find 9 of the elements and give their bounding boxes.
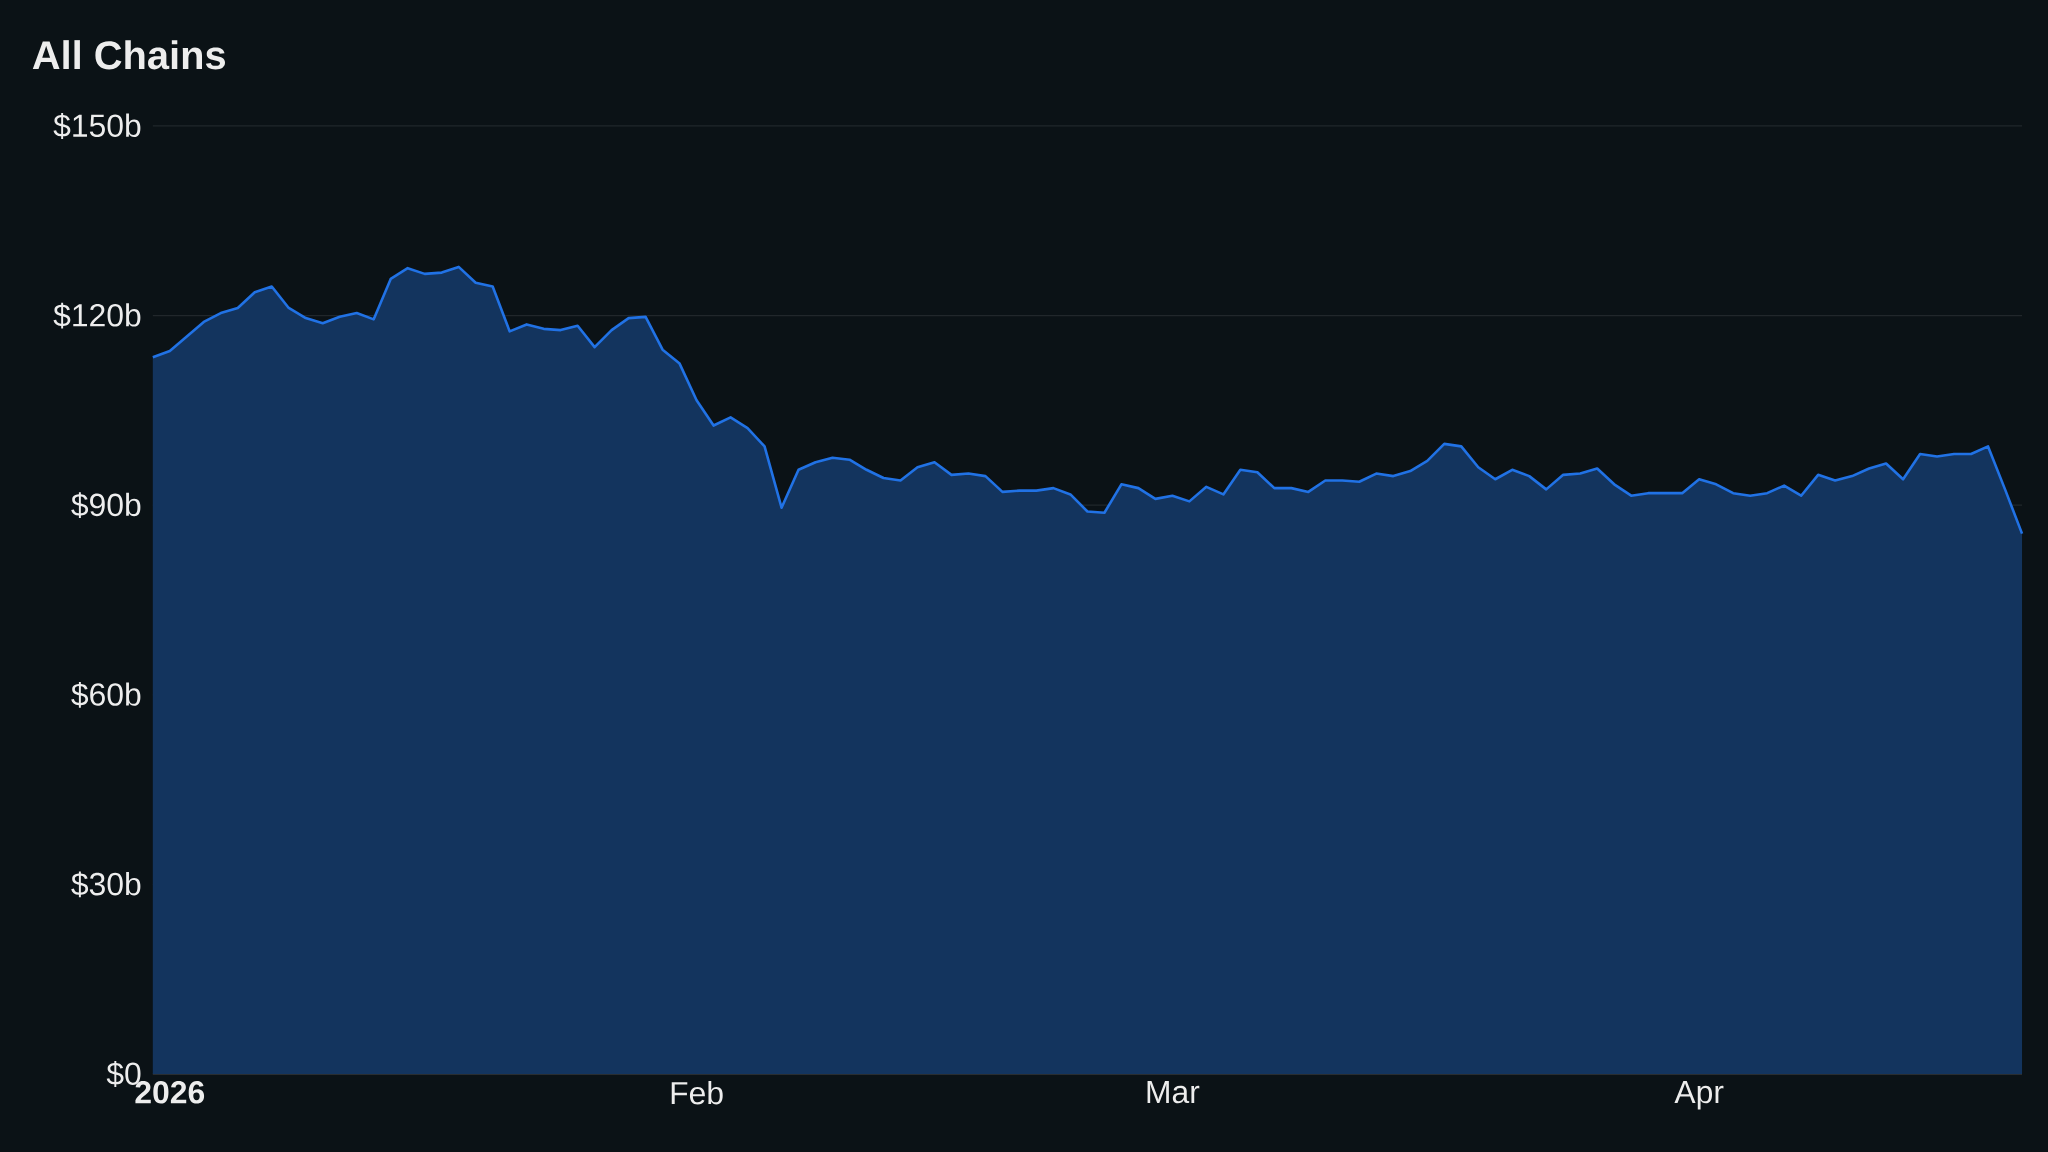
x-tick-label: Feb bbox=[671, 1081, 723, 1105]
y-tick-label: $120b bbox=[53, 302, 141, 329]
x-tick-label: Mar bbox=[1147, 1081, 1200, 1104]
y-tick-label: $150b bbox=[53, 113, 141, 139]
y-tick-label: $30b bbox=[71, 871, 141, 898]
y-tick-label: $60b bbox=[71, 681, 141, 708]
chart-title: All Chains bbox=[32, 40, 226, 70]
y-tick-label: $90b bbox=[71, 492, 141, 519]
x-tick-label: Apr bbox=[1674, 1081, 1724, 1110]
